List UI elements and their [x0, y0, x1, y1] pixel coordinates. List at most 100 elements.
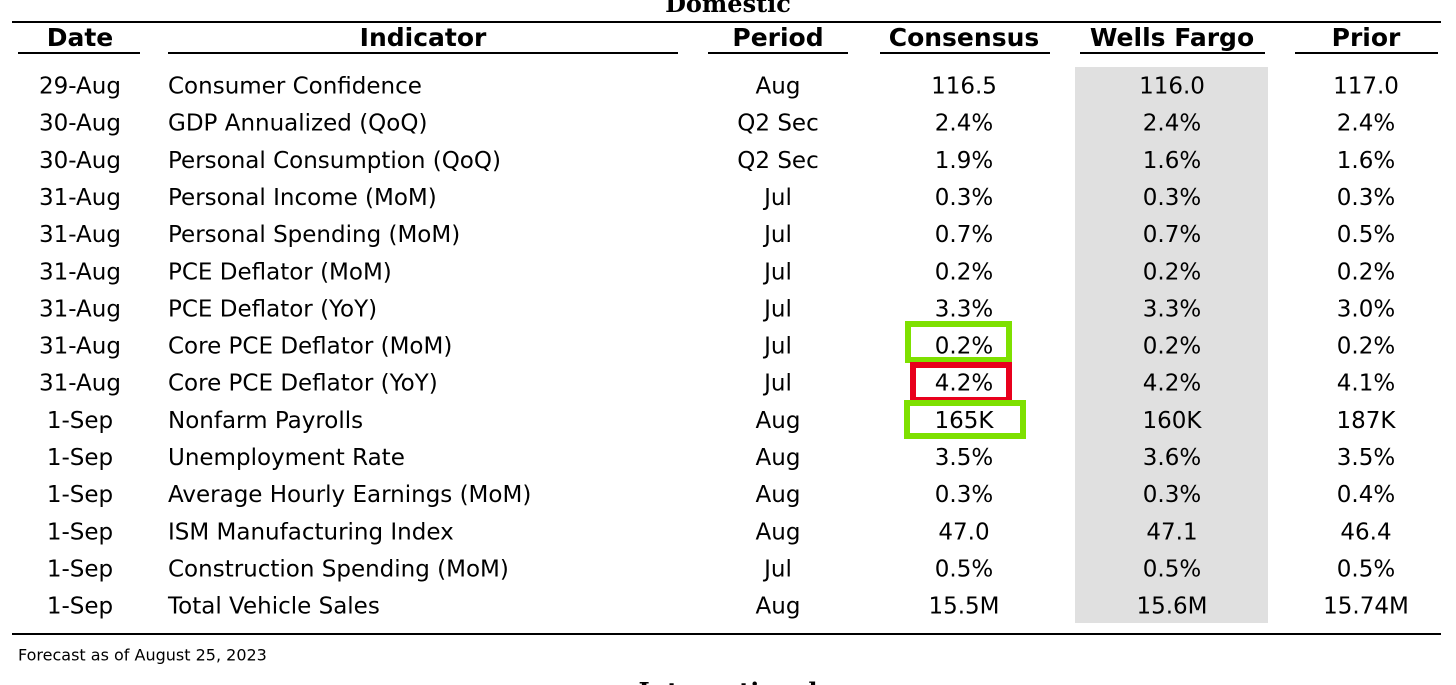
table-cell: 15.6M	[1136, 594, 1207, 620]
table-cell: 30-Aug	[39, 111, 121, 137]
table-cell: 0.7%	[1143, 222, 1201, 248]
table-cell: Consumer Confidence	[168, 74, 422, 100]
table-cell: 31-Aug	[39, 222, 121, 248]
table-cell: 31-Aug	[39, 334, 121, 360]
column-header: Prior	[1332, 23, 1401, 52]
table-cell: 15.5M	[928, 594, 999, 620]
table-cell: 31-Aug	[39, 185, 121, 211]
table-cell: 0.5%	[935, 556, 993, 582]
table-cell: 0.7%	[935, 222, 993, 248]
table-cell: 1.6%	[1337, 148, 1395, 174]
table-cell: Jul	[762, 259, 792, 285]
table-cell: 0.3%	[1337, 185, 1395, 211]
table-cell: 2.4%	[1143, 111, 1201, 137]
table-cell: 116.5	[931, 74, 997, 100]
table-cell: 3.3%	[935, 296, 993, 322]
table-title: Domestic	[665, 0, 791, 18]
table-cell: 0.3%	[1143, 482, 1201, 508]
footnote: Forecast as of August 25, 2023	[18, 646, 267, 665]
table-cell: 1-Sep	[47, 408, 113, 434]
table-cell: 0.4%	[1337, 482, 1395, 508]
table-cell: 2.4%	[935, 111, 993, 137]
table-cell: 47.0	[938, 519, 989, 545]
table-cell: Jul	[762, 556, 792, 582]
table-cell: 0.2%	[935, 334, 993, 360]
table-cell: Personal Income (MoM)	[168, 185, 437, 211]
table-cell: 0.2%	[935, 259, 993, 285]
table-cell: 1-Sep	[47, 594, 113, 620]
table-cell: Personal Spending (MoM)	[168, 222, 460, 248]
table-cell: 0.2%	[1143, 334, 1201, 360]
table-cell: Aug	[756, 74, 801, 100]
column-header: Indicator	[360, 23, 487, 52]
table-cell: 1-Sep	[47, 556, 113, 582]
table-cell: 31-Aug	[39, 296, 121, 322]
table-cell: 1-Sep	[47, 519, 113, 545]
column-header: Consensus	[889, 23, 1040, 52]
forecast-column-shade	[1075, 67, 1268, 623]
table-cell: 160K	[1143, 408, 1203, 434]
table-cell: 0.5%	[1337, 222, 1395, 248]
table-cell: 0.2%	[1143, 259, 1201, 285]
table-cell: ISM Manufacturing Index	[168, 519, 454, 545]
table-cell: 1.9%	[935, 148, 993, 174]
column-header: Period	[732, 23, 823, 52]
table-cell: Aug	[756, 594, 801, 620]
table-cell: 2.4%	[1337, 111, 1395, 137]
table-cell: Jul	[762, 296, 792, 322]
table-cell: Personal Consumption (QoQ)	[168, 148, 501, 174]
table-cell: Average Hourly Earnings (MoM)	[168, 482, 531, 508]
column-header: Date	[47, 23, 114, 52]
table-cell: 31-Aug	[39, 259, 121, 285]
table-cell: 1-Sep	[47, 482, 113, 508]
table-cell: 4.2%	[1143, 371, 1201, 397]
table-cell: 15.74M	[1323, 594, 1409, 620]
next-section-title: International	[638, 677, 817, 685]
table-cell: Core PCE Deflator (MoM)	[168, 334, 452, 360]
table-cell: Aug	[756, 482, 801, 508]
table-cell: 165K	[935, 408, 995, 434]
table-cell: 30-Aug	[39, 148, 121, 174]
table-cell: Total Vehicle Sales	[167, 594, 380, 620]
table-cell: Jul	[762, 371, 792, 397]
table-cell: 0.3%	[1143, 185, 1201, 211]
table-cell: GDP Annualized (QoQ)	[168, 111, 427, 137]
table-cell: 187K	[1337, 408, 1397, 434]
table-cell: 1.6%	[1143, 148, 1201, 174]
table-cell: 4.1%	[1337, 371, 1395, 397]
table-cell: 31-Aug	[39, 371, 121, 397]
table-cell: Jul	[762, 334, 792, 360]
highlight-box	[904, 400, 1026, 439]
table-cell: PCE Deflator (MoM)	[168, 259, 392, 285]
table-cell: Construction Spending (MoM)	[168, 556, 509, 582]
highlight-box	[905, 321, 1012, 363]
table-cell: Aug	[756, 408, 801, 434]
table-cell: 117.0	[1333, 74, 1399, 100]
table-cell: Q2 Sec	[737, 111, 818, 137]
table-cell: 0.5%	[1143, 556, 1201, 582]
table-cell: Aug	[756, 519, 801, 545]
table-cell: Jul	[762, 185, 792, 211]
table-cell: Nonfarm Payrolls	[168, 408, 363, 434]
table-cell: 46.4	[1340, 519, 1391, 545]
table-cell: 0.2%	[1337, 334, 1395, 360]
table-cell: PCE Deflator (YoY)	[168, 296, 377, 322]
table-cell: Jul	[762, 222, 792, 248]
table-cell: Q2 Sec	[737, 148, 818, 174]
table-cell: Aug	[756, 445, 801, 471]
table-cell: 116.0	[1139, 74, 1205, 100]
table-cell: 0.2%	[1337, 259, 1395, 285]
table-cell: Core PCE Deflator (YoY)	[168, 371, 438, 397]
column-header: Wells Fargo	[1090, 23, 1254, 52]
table-cell: 3.3%	[1143, 296, 1201, 322]
table-cell: 3.5%	[1337, 445, 1395, 471]
table-cell: 3.6%	[1143, 445, 1201, 471]
table-cell: 47.1	[1146, 519, 1197, 545]
table-cell: 29-Aug	[39, 74, 121, 100]
table-cell: 0.3%	[935, 482, 993, 508]
table-cell: Unemployment Rate	[168, 445, 405, 471]
table-cell: 0.3%	[935, 185, 993, 211]
table-cell: 3.0%	[1337, 296, 1395, 322]
